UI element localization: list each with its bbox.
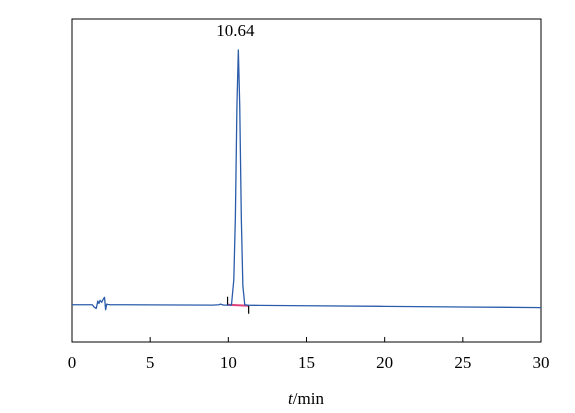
x-tick-label-20: 20 bbox=[376, 353, 393, 372]
x-tick-label-10: 10 bbox=[220, 353, 237, 372]
plot-frame bbox=[71, 18, 542, 343]
peak-retention-time-label: 10.64 bbox=[216, 21, 255, 40]
x-tick-label-15: 15 bbox=[298, 353, 315, 372]
x-tick-label-0: 0 bbox=[68, 353, 77, 372]
x-tick-label-25: 25 bbox=[454, 353, 471, 372]
x-tick-label-30: 30 bbox=[533, 353, 550, 372]
x-axis-title-unit: /min bbox=[293, 389, 325, 408]
chromatogram-series-line bbox=[72, 49, 542, 311]
x-axis-tick-labels: 0 5 10 15 20 25 30 bbox=[68, 353, 550, 372]
x-tick-label-5: 5 bbox=[146, 353, 155, 372]
x-axis-title-variable: t bbox=[288, 389, 294, 408]
x-axis-title: t/min bbox=[288, 389, 324, 408]
x-axis-ticks bbox=[71, 337, 542, 342]
